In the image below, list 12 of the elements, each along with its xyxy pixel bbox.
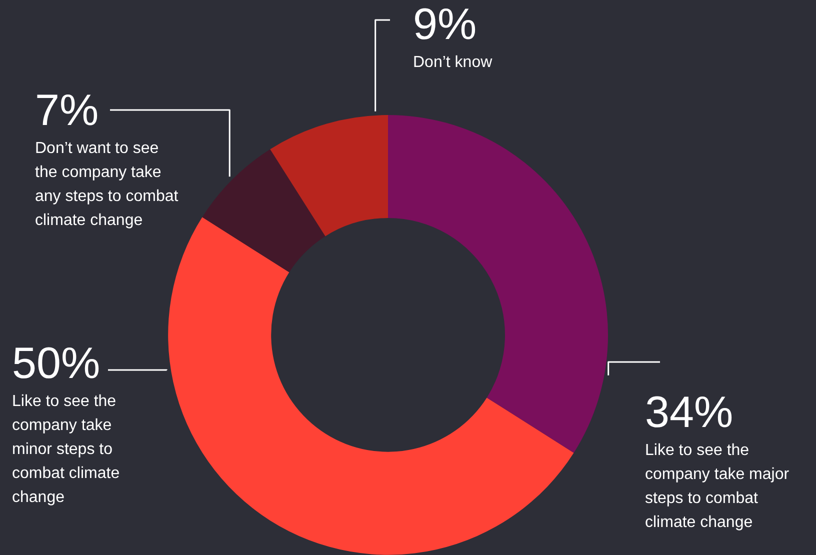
data-label: 7% xyxy=(35,86,99,135)
data-label: 9% xyxy=(413,0,477,49)
slice-label: Don’t know xyxy=(413,54,493,71)
donut-slice xyxy=(168,217,574,555)
donut-slice xyxy=(202,149,326,272)
donut-slice xyxy=(388,115,608,453)
data-label: 50% xyxy=(12,339,100,388)
donut-slice xyxy=(270,115,388,236)
slice-label: Don’t want to see the company take any steps to combat climate change xyxy=(35,140,179,229)
slice-label: Like to see the company take major steps to combat climate change xyxy=(645,442,790,531)
slice-label: Like to see the company take minor steps to combat climate change xyxy=(12,393,120,506)
data-label: 34% xyxy=(645,388,734,437)
